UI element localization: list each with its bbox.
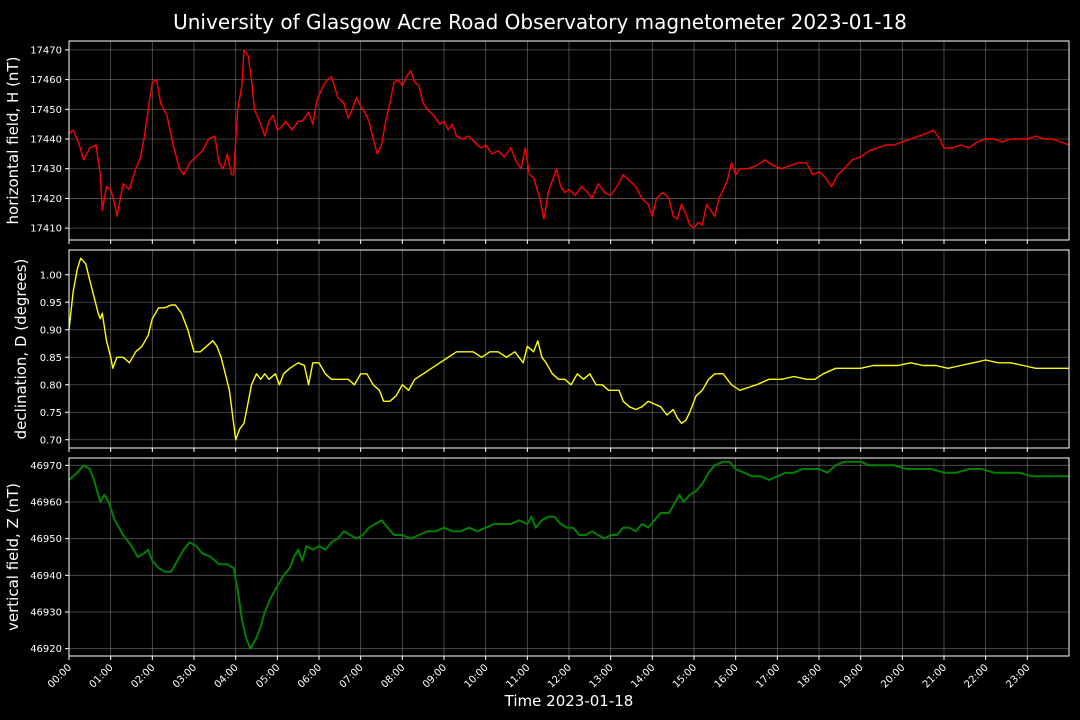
- y-tick-label: 17430: [30, 164, 62, 175]
- chart-panels: 17410 17420 17430 17440 17450 17460 17470 horiz…: [4, 40, 1070, 660]
- y-tick-label: 17410: [30, 224, 62, 235]
- y-tick-label: 0.80: [40, 380, 62, 391]
- x-axis-label: Time 2023-01-18: [504, 692, 634, 710]
- y-tick-label: 46940: [30, 571, 62, 582]
- panel-d: 0.70 0.75 0.80 0.85 0.90 0.95 1.00 declination,…: [12, 249, 1070, 452]
- y-tick-label: 17440: [30, 135, 62, 146]
- y-tick-label: 17470: [30, 45, 62, 56]
- y-tick-label: 46930: [30, 608, 62, 619]
- series-line-z: [68, 460, 1069, 650]
- y-tick-label: 0.95: [40, 298, 62, 309]
- y-tick-label: 0.85: [40, 353, 62, 364]
- panel-h: 17410 17420 17430 17440 17450 17460 17470 horiz…: [4, 40, 1070, 244]
- y-tick-label: 46960: [30, 498, 62, 509]
- y-tick-label: 46920: [30, 644, 62, 655]
- y-tick-label: 0.70: [40, 435, 62, 446]
- panel-frame: [68, 40, 1070, 241]
- y-axis-label: vertical field, Z (nT): [4, 483, 22, 631]
- y-tick-label: 0.90: [40, 325, 62, 336]
- y-tick-label: 1.00: [40, 270, 62, 281]
- series-line-d: [68, 257, 1069, 441]
- panel-z: 46920 46930 46940 46950 46960 46970 vertical f…: [4, 457, 1070, 660]
- y-tick-label: 0.75: [40, 408, 62, 419]
- y-axis-label: horizontal field, H (nT): [4, 57, 22, 225]
- y-tick-label: 46950: [30, 534, 62, 545]
- y-tick-label: 17420: [30, 194, 62, 205]
- y-axis-label: declination, D (degrees): [12, 259, 30, 440]
- panel-frame: [68, 457, 1070, 657]
- chart-title: University of Glasgow Acre Road Observat…: [173, 10, 907, 34]
- y-tick-label: 17460: [30, 75, 62, 86]
- panel-frame: [68, 249, 1070, 449]
- series-line-h: [68, 49, 1070, 229]
- y-tick-label: 17450: [30, 105, 62, 116]
- y-tick-label: 46970: [30, 461, 62, 472]
